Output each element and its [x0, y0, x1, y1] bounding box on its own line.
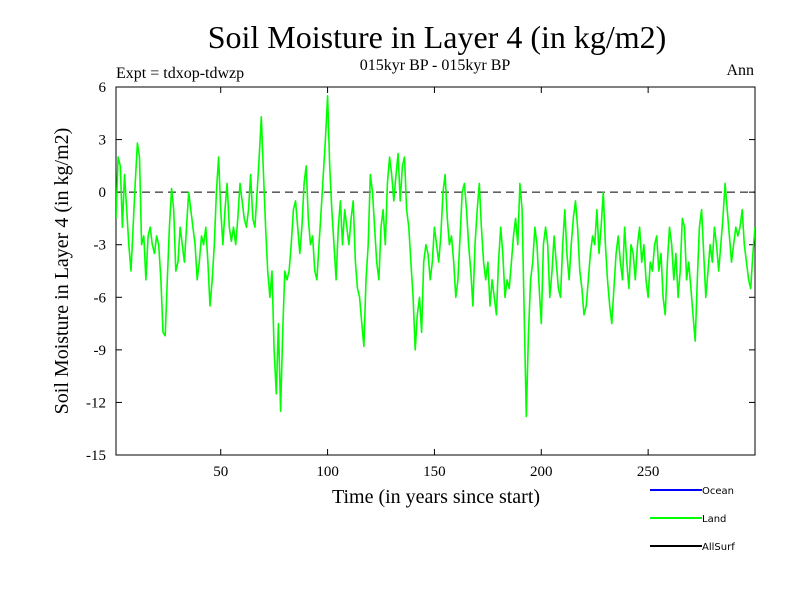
y-tick-label: -6 [94, 290, 107, 306]
legend-item-land: Land [650, 514, 726, 525]
legend: Ocean Land AllSurf [650, 486, 735, 553]
plot-frame [115, 86, 756, 456]
experiment-label: Expt = tdxop-tdwzp [116, 65, 244, 82]
y-tick-label: -15 [86, 448, 106, 464]
x-axis-label: Time (in years since start) [332, 486, 540, 508]
plot-area: 6 3 0 -3 -6 -9 -12 -15 50 100 150 200 250 [86, 80, 756, 480]
legend-label-allsurf: AllSurf [702, 542, 735, 553]
chart-subtitle: 015kyr BP - 015kyr BP [360, 57, 511, 74]
x-tick-label: 50 [213, 464, 228, 480]
series-line-land [116, 95, 755, 418]
period-label: Ann [726, 62, 754, 79]
legend-item-ocean: Ocean [650, 486, 734, 497]
legend-label-land: Land [702, 514, 726, 525]
legend-item-allsurf: AllSurf [650, 542, 735, 553]
x-tick-label: 200 [530, 464, 553, 480]
y-tick-label: -3 [94, 238, 107, 254]
legend-label-ocean: Ocean [702, 486, 734, 497]
x-tick-label: 100 [316, 464, 339, 480]
y-axis: 6 3 0 -3 -6 -9 -12 -15 [86, 80, 755, 464]
y-axis-label: Soil Moisture in Layer 4 (in kg/m2) [51, 128, 73, 415]
series-group [116, 95, 755, 418]
y-tick-label: 0 [99, 185, 107, 201]
y-tick-label: 3 [99, 133, 107, 149]
y-tick-label: 6 [99, 80, 107, 96]
y-tick-label: -9 [94, 343, 107, 359]
x-tick-label: 150 [423, 464, 446, 480]
y-tick-label: -12 [86, 395, 106, 411]
x-axis: 50 100 150 200 250 [213, 87, 659, 480]
chart-title: Soil Moisture in Layer 4 (in kg/m2) [208, 19, 667, 55]
x-tick-label: 250 [637, 464, 660, 480]
